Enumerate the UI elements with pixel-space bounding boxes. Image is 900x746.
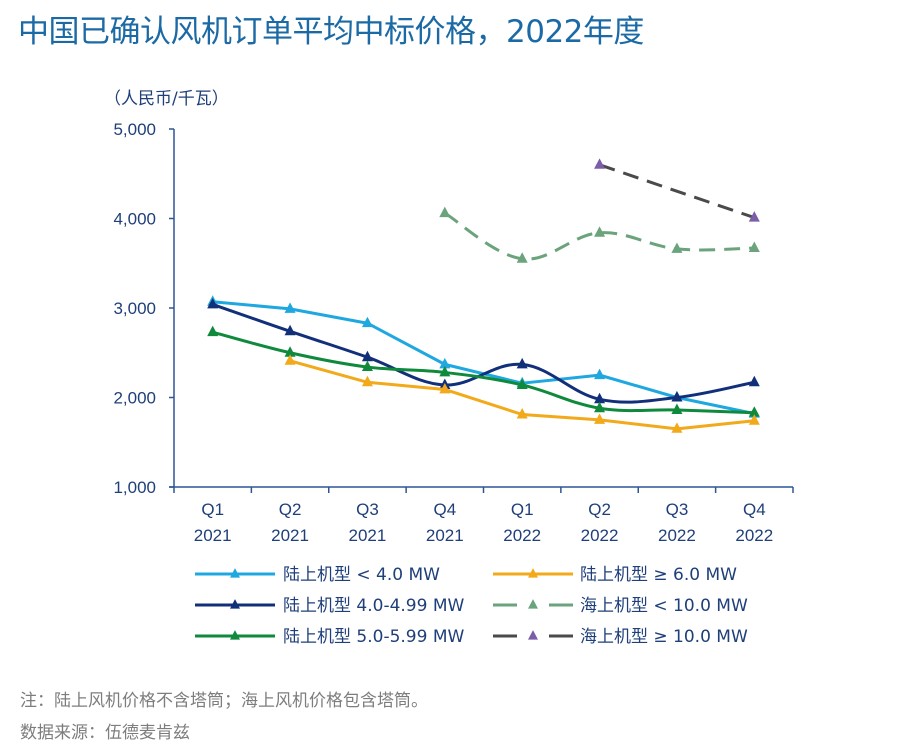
- x-tick-label-quarter: Q4: [433, 500, 456, 519]
- y-tick-label: 4,000: [113, 210, 156, 229]
- x-tick-label-quarter: Q4: [743, 500, 766, 519]
- data-point-marker: [748, 414, 760, 425]
- x-tick-label-year: 2021: [426, 526, 464, 545]
- data-point-marker: [516, 378, 528, 389]
- legend-label: 海上机型 < 10.0 MW: [580, 596, 748, 616]
- legend-item: 陆上机型 ≥ 6.0 MW: [493, 565, 737, 585]
- legend-item: 陆上机型 4.0-4.99 MW: [195, 596, 464, 616]
- data-point-marker: [284, 324, 296, 336]
- x-tick-label-year: 2021: [349, 526, 387, 545]
- legend-marker: [528, 630, 538, 640]
- series-lines: [207, 158, 760, 433]
- data-point-marker: [207, 325, 219, 337]
- legend-item: 陆上机型 5.0-5.99 MW: [195, 627, 464, 647]
- y-tick-label: 5,000: [113, 120, 156, 139]
- legend-label: 陆上机型 4.0-4.99 MW: [283, 596, 464, 616]
- data-point-marker: [748, 241, 760, 253]
- legend-item: 海上机型 < 10.0 MW: [493, 596, 748, 616]
- x-tick-label-year: 2021: [194, 526, 232, 545]
- series-4: [284, 354, 760, 433]
- data-point-marker: [361, 360, 373, 372]
- data-point-marker: [594, 413, 606, 424]
- legend-label: 陆上机型 ≥ 6.0 MW: [580, 565, 737, 585]
- data-point-marker: [594, 158, 606, 169]
- data-point-marker: [671, 422, 683, 433]
- data-point-marker: [671, 242, 683, 253]
- legend-label: 海上机型 ≥ 10.0 MW: [580, 627, 748, 647]
- x-tick-label-quarter: Q3: [356, 500, 379, 519]
- data-point-marker: [207, 297, 219, 309]
- x-tick-label-quarter: Q2: [588, 500, 611, 519]
- data-point-marker: [361, 316, 373, 328]
- data-point-marker: [594, 368, 606, 380]
- data-point-marker: [594, 401, 606, 413]
- data-point-marker: [748, 375, 760, 387]
- legend-item: 陆上机型 < 4.0 MW: [195, 565, 440, 585]
- data-point-marker: [671, 391, 683, 402]
- data-point-marker: [439, 365, 451, 377]
- legend-item: 海上机型 ≥ 10.0 MW: [493, 627, 748, 647]
- data-source: 数据来源：伍德麦肯兹: [20, 723, 190, 743]
- data-point-marker: [594, 392, 606, 404]
- x-tick-label-quarter: Q1: [201, 500, 224, 519]
- y-tick-label: 2,000: [113, 389, 156, 408]
- footnote: 注：陆上风机价格不含塔筒；海上风机价格包含塔筒。: [20, 691, 428, 711]
- x-tick-label-year: 2022: [658, 526, 696, 545]
- x-tick-label-year: 2022: [581, 526, 619, 545]
- legend-marker: [230, 630, 240, 640]
- series-3: [207, 325, 760, 417]
- data-point-marker: [671, 403, 683, 415]
- legend-label: 陆上机型 < 4.0 MW: [283, 565, 440, 585]
- data-point-marker: [748, 211, 760, 222]
- data-point-marker: [594, 226, 606, 237]
- data-point-marker: [361, 350, 373, 362]
- legend-marker: [528, 568, 538, 578]
- series-line: [599, 163, 755, 220]
- x-tick-label-year: 2022: [735, 526, 773, 545]
- x-tick-label-year: 2022: [503, 526, 541, 545]
- series-line: [211, 330, 756, 415]
- data-point-marker: [516, 252, 528, 263]
- y-tick-label: 1,000: [113, 478, 156, 497]
- data-point-marker: [284, 346, 296, 357]
- x-tick-label-quarter: Q3: [666, 500, 689, 519]
- x-tick-label-quarter: Q2: [279, 500, 302, 519]
- x-tick-label-quarter: Q1: [511, 500, 534, 519]
- data-point-marker: [284, 302, 296, 313]
- data-point-marker: [361, 375, 373, 387]
- series-5: [439, 206, 760, 263]
- legend-marker: [230, 568, 240, 578]
- y-axis-unit-label: （人民币/千瓦）: [104, 89, 229, 109]
- series-line: [444, 211, 755, 261]
- legend-label: 陆上机型 5.0-5.99 MW: [283, 627, 464, 647]
- data-point-marker: [748, 406, 760, 417]
- legend-marker: [230, 599, 240, 609]
- y-tick-label: 3,000: [113, 299, 156, 318]
- data-point-marker: [516, 408, 528, 419]
- data-point-marker: [516, 357, 528, 369]
- series-6: [594, 158, 760, 222]
- legend-marker: [528, 599, 538, 609]
- legend: 陆上机型 < 4.0 MW 陆上机型 ≥ 6.0 MW 陆上机型 4.0-4.99 …: [195, 565, 748, 647]
- data-point-marker: [284, 354, 296, 365]
- x-tick-label-year: 2021: [271, 526, 309, 545]
- axes: 1,000 2,000 3,000 4,000 5,000 Q1 2021 Q2 2021 Q3 2…: [113, 120, 794, 545]
- series-line: [288, 359, 756, 431]
- data-point-marker: [439, 206, 451, 218]
- data-point-marker: [439, 357, 451, 369]
- data-point-marker: [439, 382, 451, 394]
- chart-title: 中国已确认风机订单平均中标价格，2022年度: [18, 14, 644, 50]
